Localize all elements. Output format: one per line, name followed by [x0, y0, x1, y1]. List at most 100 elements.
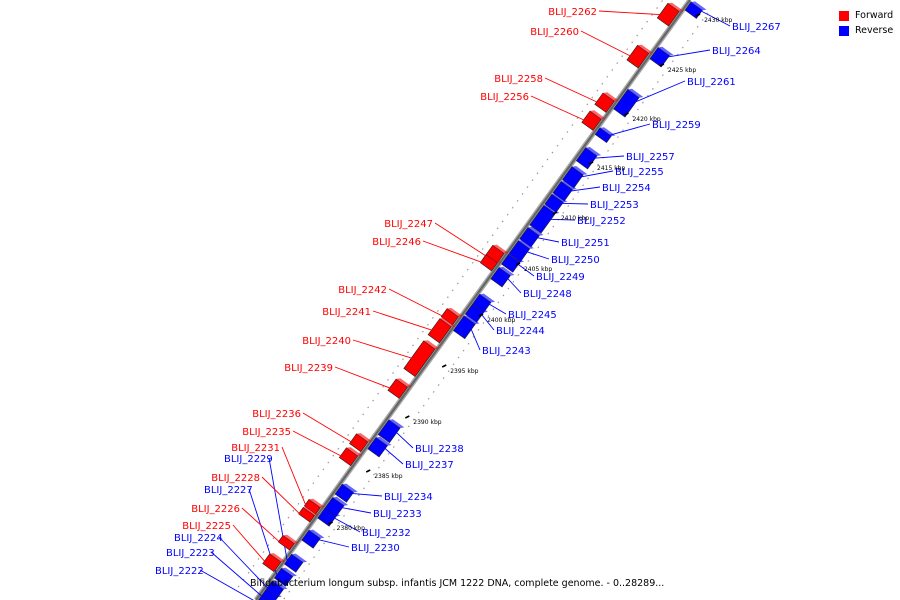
reverse-gene-leader: [199, 569, 254, 600]
forward-swatch: [839, 10, 849, 21]
reverse-gene-label: BLIJ_2264: [712, 46, 761, 57]
forward-gene-label: BLIJ_2246: [372, 237, 421, 248]
reverse-gene-BLIJ_2234: [334, 483, 358, 503]
reverse-gene-label: BLIJ_2252: [577, 216, 626, 227]
reverse-gene-label: BLIJ_2232: [362, 528, 411, 539]
reverse-gene-BLIJ_2257-face: [585, 147, 602, 156]
forward-gene-label: BLIJ_2231: [231, 443, 280, 454]
forward-gene-BLIJ_2260: [626, 44, 653, 69]
reverse-gene-BLIJ_2222-body: [258, 594, 270, 600]
reverse-gene-label: BLIJ_2224: [174, 533, 223, 544]
reverse-gene-BLIJ_2249: [501, 253, 524, 273]
forward-gene-BLIJ_2228-face: [303, 506, 319, 516]
kbp-tick: [552, 211, 558, 215]
reverse-gene-BLIJ_2227: [273, 567, 297, 587]
forward-gene-leader: [434, 222, 488, 258]
reverse-gene-leader: [316, 538, 350, 548]
kbp-label: 2415 kbp: [597, 165, 625, 172]
reverse-gene-BLIJ_2229-face: [291, 553, 307, 563]
forward-gene-BLIJ_2228: [298, 506, 319, 523]
reverse-gene-BLIJ_2230: [301, 529, 325, 549]
reverse-gene-label: BLIJ_2248: [523, 289, 572, 300]
forward-gene-BLIJ_2241-face: [439, 317, 456, 327]
forward-gene-leader: [372, 310, 434, 332]
reverse-gene-BLIJ_2267-face: [690, 1, 707, 11]
genome-caption: Bifidobacterium longum subsp. infantis J…: [250, 578, 665, 589]
reverse-gene-BLIJ_2264: [649, 46, 674, 68]
kbp-label: 2380 kbp: [337, 525, 365, 532]
reverse-gene-label: BLIJ_2259: [652, 120, 701, 131]
reverse-gene-label: BLIJ_2251: [561, 238, 610, 249]
forward-gene-leader: [580, 30, 633, 58]
legend-forward: Forward: [839, 8, 893, 23]
reverse-gene-BLIJ_2222-face: [262, 594, 274, 600]
forward-gene-BLIJ_2226: [277, 534, 299, 551]
reverse-gene-leader: [340, 506, 372, 514]
reverse-gene-leader: [516, 262, 535, 277]
kbp-tick: [588, 161, 594, 165]
reverse-gene-BLIJ_2244-face: [472, 303, 488, 313]
forward-gene-leader: [302, 412, 353, 444]
kbp-label: 2385 kbp: [374, 473, 402, 480]
reverse-gene-BLIJ_2229: [284, 553, 307, 573]
legend: Forward Reverse: [839, 8, 893, 38]
reverse-gene-label: BLIJ_2223: [166, 548, 215, 559]
reverse-gene-label: BLIJ_2230: [351, 543, 400, 554]
reverse-gene-BLIJ_2259-face: [599, 127, 616, 137]
reverse-gene-label: BLIJ_2249: [536, 272, 585, 283]
forward-gene-label: BLIJ_2239: [284, 363, 333, 374]
forward-gene-BLIJ_2241: [427, 317, 456, 344]
forward-gene-leader: [334, 366, 392, 390]
forward-gene-BLIJ_2236-face: [356, 433, 372, 442]
forward-gene-leader: [352, 339, 414, 360]
forward-gene-leader: [261, 476, 301, 516]
forward-gene-leader: [292, 430, 343, 458]
reverse-gene-BLIJ_2257: [575, 147, 602, 170]
reverse-gene-leader: [218, 536, 270, 590]
reverse-gene-label: BLIJ_2244: [496, 326, 545, 337]
reverse-gene-label: BLIJ_2245: [508, 310, 557, 321]
reverse-gene-BLIJ_2249-face: [508, 253, 524, 263]
reverse-gene-BLIJ_2248: [490, 266, 515, 288]
reverse-gene-label: BLIJ_2257: [626, 152, 675, 163]
forward-gene-leader: [544, 77, 599, 104]
reverse-gene-label: BLIJ_2261: [687, 77, 736, 88]
reverse-gene-BLIJ_2243-face: [464, 315, 480, 325]
reverse-gene-leader: [699, 9, 731, 27]
reverse-gene-leader: [560, 202, 589, 205]
forward-gene-leader: [281, 446, 307, 507]
backbone-line: [255, 0, 691, 600]
forward-gene-BLIJ_2226-face: [283, 534, 299, 544]
reverse-gene-BLIJ_2234-face: [342, 483, 358, 493]
reverse-gene-BLIJ_2245-face: [479, 293, 496, 303]
reverse-gene-BLIJ_2252-face: [543, 204, 560, 214]
kbp-tick: [441, 364, 447, 368]
reverse-gene-label: BLIJ_2238: [415, 444, 464, 455]
reverse-gene-leader: [525, 250, 550, 260]
reverse-gene-leader: [383, 446, 404, 465]
reverse-gene-BLIJ_2251-face: [527, 226, 544, 236]
reverse-gene-leader: [535, 236, 560, 243]
reverse-gene-BLIJ_2253-face: [551, 193, 568, 203]
legend-reverse-label: Reverse: [855, 25, 894, 36]
reverse-gene-label: BLIJ_2254: [602, 183, 651, 194]
kbp-tick: [695, 13, 701, 17]
kbp-label: 2425 kbp: [668, 67, 696, 74]
reverse-gene-BLIJ_2248-face: [499, 266, 515, 276]
forward-gene-label: BLIJ_2256: [480, 92, 529, 103]
forward-gene-BLIJ_2262: [656, 2, 684, 27]
reverse-gene-BLIJ_2255-face: [571, 166, 588, 175]
kbp-label: 2400 kbp: [487, 317, 515, 324]
reverse-gene-label: BLIJ_2234: [384, 492, 433, 503]
kbp-tick: [659, 63, 665, 67]
forward-gene-BLIJ_2256-face: [590, 110, 606, 120]
reverse-gene-label: BLIJ_2222: [155, 566, 204, 577]
legend-forward-label: Forward: [855, 10, 894, 21]
forward-gene-leader: [598, 10, 663, 16]
forward-gene-BLIJ_2239-face: [396, 378, 412, 388]
reverse-gene-BLIJ_2238: [377, 419, 405, 444]
legend-reverse: Reverse: [839, 23, 893, 38]
forward-gene-BLIJ_2246-face: [486, 253, 502, 263]
reverse-gene-label: BLIJ_2250: [551, 255, 600, 266]
kbp-tick: [515, 262, 521, 266]
